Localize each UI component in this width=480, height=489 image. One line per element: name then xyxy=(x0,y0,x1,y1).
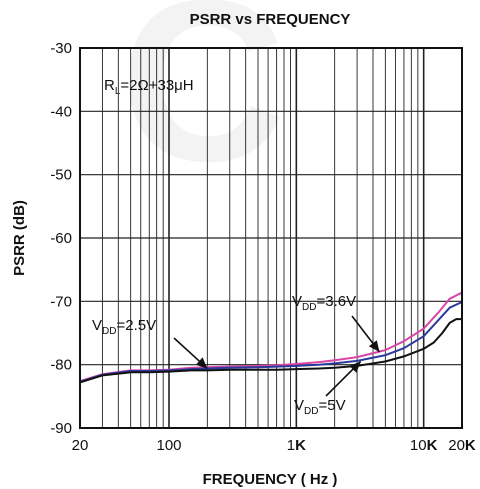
series-label-text: VDD=5V xyxy=(294,397,346,417)
y-tick-label: -50 xyxy=(50,167,72,184)
x-tick-label: 20K xyxy=(448,437,476,454)
series-line-vdd36 xyxy=(79,301,463,383)
arrow-head xyxy=(349,361,361,373)
condition-label: RL=2Ω+33μH xyxy=(104,77,194,97)
label-vdd5: VDD=5V xyxy=(294,360,362,417)
x-tick-label: 100 xyxy=(156,437,181,454)
x-tick-label: 20 xyxy=(72,437,89,454)
y-axis-label: PSRR (dB) xyxy=(11,200,28,276)
y-tick-label: -70 xyxy=(50,293,72,310)
y-tick-label: -30 xyxy=(50,40,72,57)
series-label-text: VDD=2.5V xyxy=(92,317,156,337)
y-tick-label: -90 xyxy=(50,420,72,437)
series-line-vdd25 xyxy=(79,291,463,383)
series-layer xyxy=(79,291,463,384)
y-tick-label: -40 xyxy=(50,103,72,120)
x-axis-label: FREQUENCY ( Hz ) xyxy=(203,471,338,488)
label-vdd25: VDD=2.5V xyxy=(92,317,208,370)
arrow-head xyxy=(368,340,380,352)
chart-title: PSRR vs FREQUENCY xyxy=(190,11,351,28)
series-line-vdd5 xyxy=(79,318,462,384)
tick-labels: 20 100 1K 10K 20K -30 -40 -50 -60 -70 -80 -90 xyxy=(50,40,476,454)
x-tick-label: 10K xyxy=(410,437,438,454)
y-tick-label: -80 xyxy=(50,357,72,374)
arrow-head xyxy=(195,357,208,369)
x-tick-label: 1K xyxy=(287,437,306,454)
annotations: RL=2Ω+33μH VDD=2.5V VDD=3.6V VDD=5V xyxy=(92,77,381,417)
series-label-text: VDD=3.6V xyxy=(292,293,356,313)
y-tick-label: -60 xyxy=(50,230,72,247)
label-vdd36: VDD=3.6V xyxy=(292,293,381,353)
plot-border xyxy=(79,47,463,429)
watermark: C xyxy=(120,0,286,209)
